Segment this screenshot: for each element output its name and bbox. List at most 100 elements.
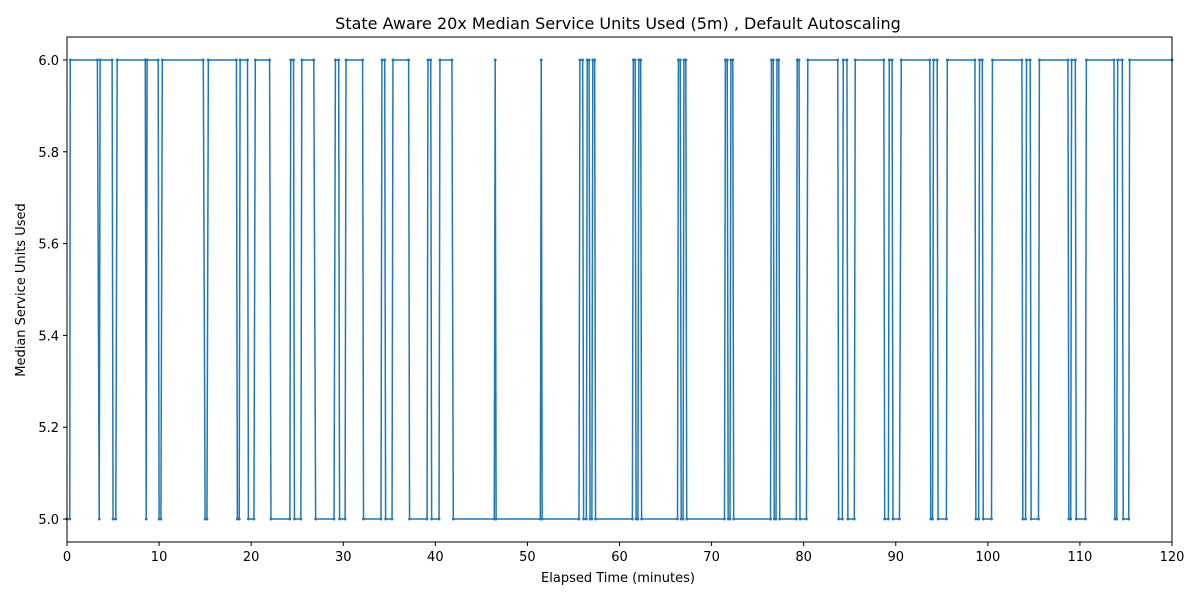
data-point xyxy=(292,58,295,62)
data-point xyxy=(156,58,160,62)
data-point xyxy=(769,517,772,521)
data-point xyxy=(314,517,318,521)
x-tick-label: 20 xyxy=(243,550,260,565)
data-point xyxy=(639,58,643,62)
data-point xyxy=(973,58,977,62)
data-point xyxy=(928,58,932,62)
data-point xyxy=(1024,517,1027,521)
data-point xyxy=(794,517,798,521)
x-tick-label: 70 xyxy=(703,550,720,565)
data-point xyxy=(68,517,72,521)
data-point xyxy=(425,517,429,521)
data-point xyxy=(437,517,441,521)
data-point xyxy=(841,58,845,62)
x-axis-label: Elapsed Time (minutes) xyxy=(541,571,695,586)
data-point xyxy=(426,58,430,62)
data-point xyxy=(636,517,640,521)
data-point xyxy=(380,58,384,62)
data-point xyxy=(798,517,802,521)
data-point xyxy=(252,517,256,521)
x-tick-label: 0 xyxy=(63,550,71,565)
data-point xyxy=(685,517,689,521)
data-point xyxy=(289,58,293,62)
data-point xyxy=(1084,517,1087,521)
data-point xyxy=(593,58,597,62)
data-point xyxy=(582,517,585,521)
data-point xyxy=(932,58,935,62)
data-point xyxy=(407,58,411,62)
y-tick-label: 6.0 xyxy=(38,54,59,69)
data-point xyxy=(1066,58,1070,62)
data-point xyxy=(246,58,249,62)
data-point xyxy=(845,58,849,62)
data-point xyxy=(1128,58,1132,62)
data-point xyxy=(630,517,634,521)
data-point xyxy=(594,517,597,521)
data-point xyxy=(1025,58,1028,62)
data-point xyxy=(974,517,978,521)
data-point xyxy=(338,517,341,521)
data-point xyxy=(931,517,934,521)
data-point xyxy=(771,58,775,62)
data-point xyxy=(991,58,994,62)
plot-area xyxy=(65,58,1174,521)
y-tick-label: 5.0 xyxy=(38,513,59,528)
data-point xyxy=(97,517,101,521)
data-point xyxy=(1115,517,1119,521)
data-point xyxy=(145,58,149,62)
data-point xyxy=(883,517,887,521)
data-point xyxy=(1029,517,1033,521)
data-point xyxy=(1073,58,1077,62)
data-point xyxy=(247,517,250,521)
data-point xyxy=(159,517,163,521)
x-tick-label: 80 xyxy=(795,550,812,565)
data-point xyxy=(806,58,810,62)
data-point xyxy=(882,58,886,62)
data-point xyxy=(836,58,840,62)
data-point xyxy=(312,58,316,62)
x-axis: 0 10 20 30 40 50 60 70 80 90 100 110 120 xyxy=(63,542,1184,565)
data-point xyxy=(936,517,940,521)
data-point xyxy=(429,58,433,62)
data-point xyxy=(450,58,454,62)
data-point xyxy=(723,517,726,521)
x-tick-label: 110 xyxy=(1068,550,1093,565)
data-point xyxy=(945,58,949,62)
y-axis-label: Median Service Units Used xyxy=(14,203,29,377)
data-point xyxy=(268,58,271,62)
data-point xyxy=(837,517,841,521)
y-tick-label: 5.6 xyxy=(38,238,59,253)
data-point xyxy=(391,58,395,62)
data-point xyxy=(797,58,801,62)
data-point xyxy=(935,58,939,62)
x-tick-label: 50 xyxy=(519,550,536,565)
data-point xyxy=(383,58,387,62)
data-point xyxy=(430,517,434,521)
data-point xyxy=(584,517,588,521)
data-point xyxy=(362,517,365,521)
y-tick-label: 5.2 xyxy=(38,421,59,436)
x-tick-label: 60 xyxy=(611,550,628,565)
data-point xyxy=(681,517,685,521)
data-point xyxy=(980,58,984,62)
data-point xyxy=(805,517,808,521)
data-point xyxy=(494,517,498,521)
data-point xyxy=(344,58,348,62)
data-point xyxy=(852,517,856,521)
chart-title: State Aware 20x Median Service Units Use… xyxy=(335,14,901,33)
data-point xyxy=(206,58,210,62)
data-point xyxy=(1037,517,1040,521)
data-point xyxy=(981,517,985,521)
data-point xyxy=(114,517,118,521)
data-point xyxy=(774,517,778,521)
data-point xyxy=(253,58,257,62)
data-point xyxy=(725,58,729,62)
data-point xyxy=(684,58,688,62)
x-tick-label: 30 xyxy=(335,550,352,565)
data-point xyxy=(577,517,581,521)
data-point xyxy=(269,517,273,521)
data-point xyxy=(678,58,682,62)
data-point xyxy=(777,58,781,62)
data-point xyxy=(343,517,347,521)
data-point xyxy=(408,517,411,521)
